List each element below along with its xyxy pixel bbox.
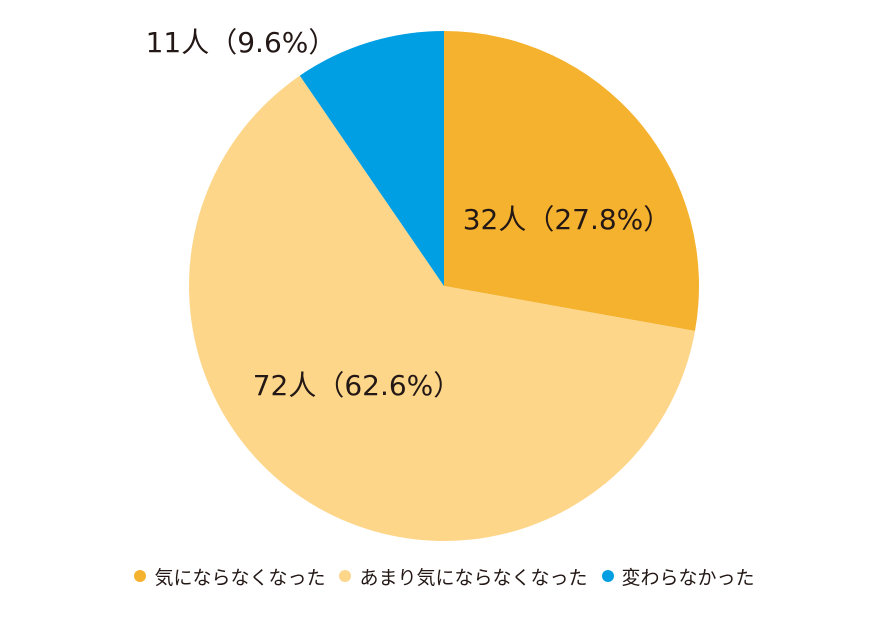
legend-swatch: [134, 570, 147, 582]
pie-slice: [189, 75, 695, 541]
legend-item: 変わらなかった: [601, 563, 755, 590]
pie-data-label: 72人（62.6%）: [253, 369, 462, 402]
pie-slice: [444, 31, 699, 332]
legend-item: あまり気にならなくなった: [339, 563, 588, 590]
pie-data-labels: 32人（27.8%） 72人（62.6%） 11人（9.6%）: [146, 26, 672, 402]
legend-swatch: [601, 570, 614, 582]
pie-data-label: 32人（27.8%）: [463, 203, 672, 236]
legend-swatch: [339, 570, 352, 582]
pie-data-label: 11人（9.6%）: [146, 26, 337, 59]
pie-slices: [189, 31, 699, 541]
pie-slice: [299, 31, 444, 286]
legend-label: 変わらなかった: [621, 566, 755, 589]
legend-item: 気にならなくなった: [134, 563, 325, 590]
legend: 気にならなくなった あまり気にならなくなった 変わらなかった: [0, 560, 889, 592]
legend-label: あまり気にならなくなった: [359, 566, 588, 589]
legend-label: 気にならなくなった: [154, 566, 326, 589]
